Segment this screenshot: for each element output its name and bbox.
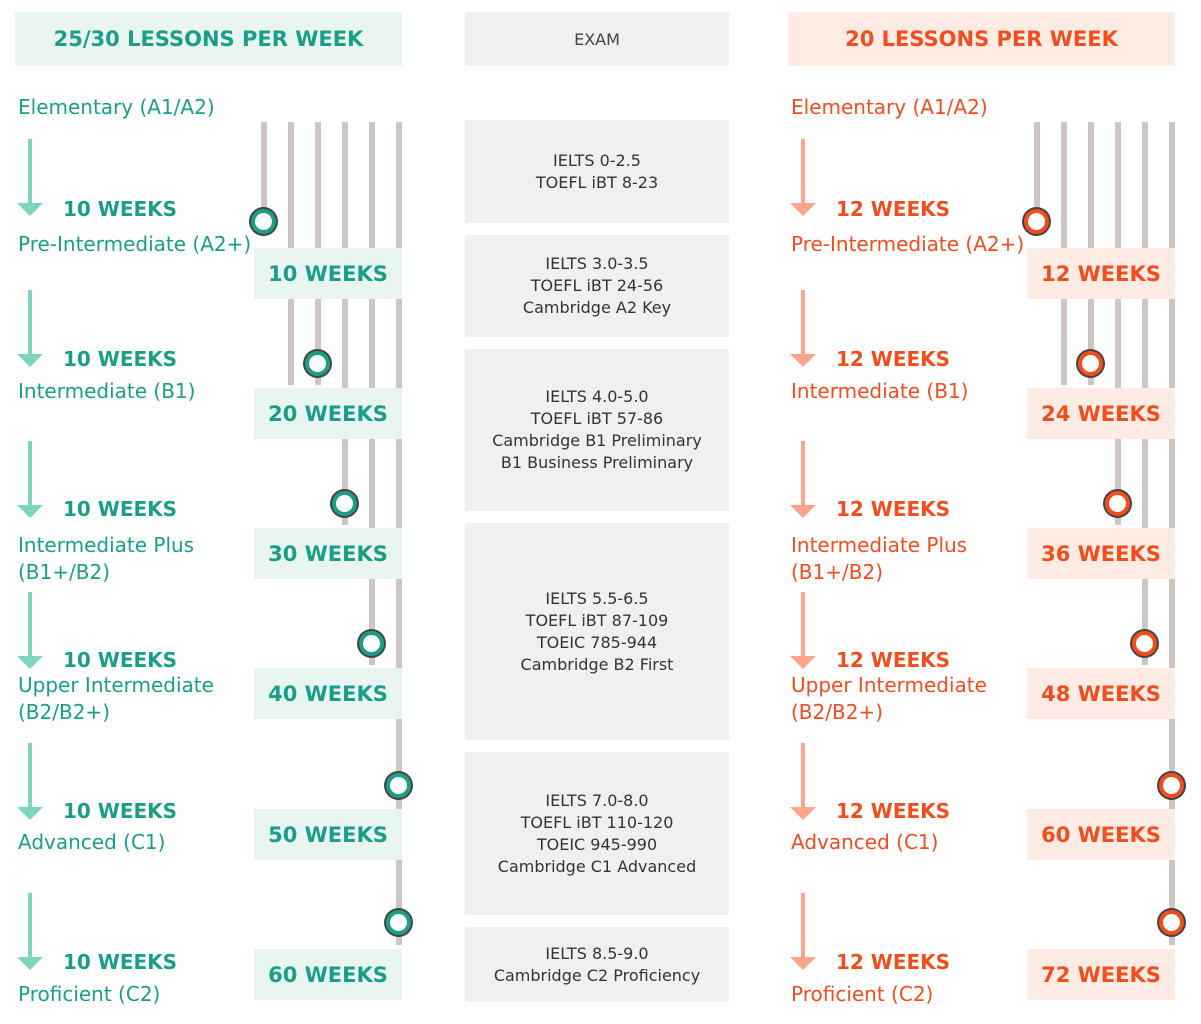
right-milestone-node <box>1024 209 1049 234</box>
right-progress-rail <box>1034 122 1040 220</box>
exam-line: Cambridge C2 Proficiency <box>493 965 701 985</box>
left-step-duration: 10 WEEKS <box>63 950 178 974</box>
left-progress-rail <box>342 122 348 525</box>
left-milestone-node <box>386 910 411 935</box>
exam-box: IELTS 7.0-8.0 TOEFL iBT 110-120 TOEIC 94… <box>465 752 729 915</box>
exam-line: TOEIC 945-990 <box>536 834 658 854</box>
exam-line: TOEFL iBT 87-109 <box>525 610 669 630</box>
right-total-weeks: 36 WEEKS <box>1027 528 1175 579</box>
right-step-duration: 12 WEEKS <box>836 950 951 974</box>
right-step-duration: 12 WEEKS <box>836 648 951 672</box>
left-milestone-node <box>386 773 411 798</box>
right-level-intermediate: Intermediate (B1) <box>791 379 969 403</box>
exam-line: Cambridge B1 Preliminary <box>492 431 702 450</box>
left-milestone-node <box>332 491 357 516</box>
right-step-duration: 12 WEEKS <box>836 197 951 221</box>
header-25-30-lessons: 25/30 LESSONS PER WEEK <box>15 12 402 66</box>
exam-box: IELTS 8.5-9.0 Cambridge C2 Proficiency <box>465 927 729 1002</box>
exam-line: TOEFL iBT 24-56 <box>530 276 664 295</box>
right-step-duration: 12 WEEKS <box>836 347 951 371</box>
exam-line: IELTS 7.0-8.0 <box>545 790 649 810</box>
header-exam: EXAM <box>465 12 729 66</box>
left-milestone-node <box>359 631 384 656</box>
right-level-elementary: Elementary (A1/A2) <box>791 95 988 119</box>
right-level-upper-intermediate: Upper Intermediate (B2/B2+) <box>791 673 987 724</box>
left-milestone-node <box>305 351 330 376</box>
right-milestone-node <box>1132 631 1157 656</box>
right-milestone-node <box>1159 910 1184 935</box>
left-step-duration: 10 WEEKS <box>63 648 178 672</box>
right-total-weeks: 48 WEEKS <box>1027 668 1175 719</box>
exam-line: TOEFL iBT 8-23 <box>535 172 659 192</box>
right-milestone-node <box>1159 773 1184 798</box>
exam-line: TOEFL iBT 57-86 <box>530 409 664 428</box>
right-progress-rail <box>1115 122 1121 525</box>
exam-line: Cambridge B2 First <box>520 654 674 674</box>
left-total-weeks: 30 WEEKS <box>254 528 402 579</box>
left-step-duration: 10 WEEKS <box>63 197 178 221</box>
right-step-duration: 12 WEEKS <box>836 799 951 823</box>
left-total-weeks: 50 WEEKS <box>254 809 402 860</box>
exam-box: IELTS 4.0-5.0 TOEFL iBT 57-86 Cambridge … <box>465 349 729 511</box>
exam-line: IELTS 4.0-5.0 <box>545 387 649 406</box>
left-level-proficient: Proficient (C2) <box>18 982 161 1006</box>
right-total-weeks: 12 WEEKS <box>1027 248 1175 299</box>
left-total-weeks: 10 WEEKS <box>254 248 402 299</box>
left-level-pre-intermediate: Pre-Intermediate (A2+) <box>18 232 252 256</box>
right-total-weeks: 24 WEEKS <box>1027 388 1175 439</box>
right-milestone-node <box>1105 491 1130 516</box>
right-level-intermediate-plus: Intermediate Plus (B1+/B2) <box>791 533 968 584</box>
left-level-intermediate: Intermediate (B1) <box>18 379 196 403</box>
left-level-advanced: Advanced (C1) <box>18 830 166 854</box>
left-level-intermediate-plus: Intermediate Plus (B1+/B2) <box>18 533 195 584</box>
right-total-weeks: 60 WEEKS <box>1027 809 1175 860</box>
left-total-weeks: 20 WEEKS <box>254 388 402 439</box>
left-level-elementary: Elementary (A1/A2) <box>18 95 215 119</box>
right-milestone-node <box>1078 351 1103 376</box>
left-step-duration: 10 WEEKS <box>63 497 178 521</box>
exam-box: IELTS 3.0-3.5 TOEFL iBT 24-56 Cambridge … <box>465 235 729 337</box>
exam-box: IELTS 0-2.5 TOEFL iBT 8-23 <box>465 120 729 223</box>
right-level-pre-intermediate: Pre-Intermediate (A2+) <box>791 232 1025 256</box>
exam-line: B1 Business Preliminary <box>500 453 694 472</box>
left-total-weeks: 40 WEEKS <box>254 668 402 719</box>
header-20-lessons: 20 LESSONS PER WEEK <box>788 12 1175 66</box>
exam-line: IELTS 0-2.5 <box>553 150 641 170</box>
exam-line: IELTS 5.5-6.5 <box>545 588 649 608</box>
left-level-upper-intermediate: Upper Intermediate (B2/B2+) <box>18 673 214 724</box>
exam-line: IELTS 3.0-3.5 <box>545 254 649 273</box>
exam-line: Cambridge C1 Advanced <box>497 856 697 876</box>
right-step-duration: 12 WEEKS <box>836 497 951 521</box>
exam-line: IELTS 8.5-9.0 <box>545 943 649 963</box>
right-level-advanced: Advanced (C1) <box>791 830 939 854</box>
right-total-weeks: 72 WEEKS <box>1027 949 1175 1000</box>
exam-line: Cambridge A2 Key <box>522 298 672 317</box>
right-level-proficient: Proficient (C2) <box>791 982 934 1006</box>
left-step-duration: 10 WEEKS <box>63 799 178 823</box>
left-progress-rail <box>261 122 267 220</box>
left-total-weeks: 60 WEEKS <box>254 949 402 1000</box>
exam-line: TOEFL iBT 110-120 <box>520 812 674 832</box>
left-milestone-node <box>251 209 276 234</box>
left-step-duration: 10 WEEKS <box>63 347 178 371</box>
exam-box: IELTS 5.5-6.5 TOEFL iBT 87-109 TOEIC 785… <box>465 523 729 740</box>
exam-line: TOEIC 785-944 <box>536 632 658 652</box>
